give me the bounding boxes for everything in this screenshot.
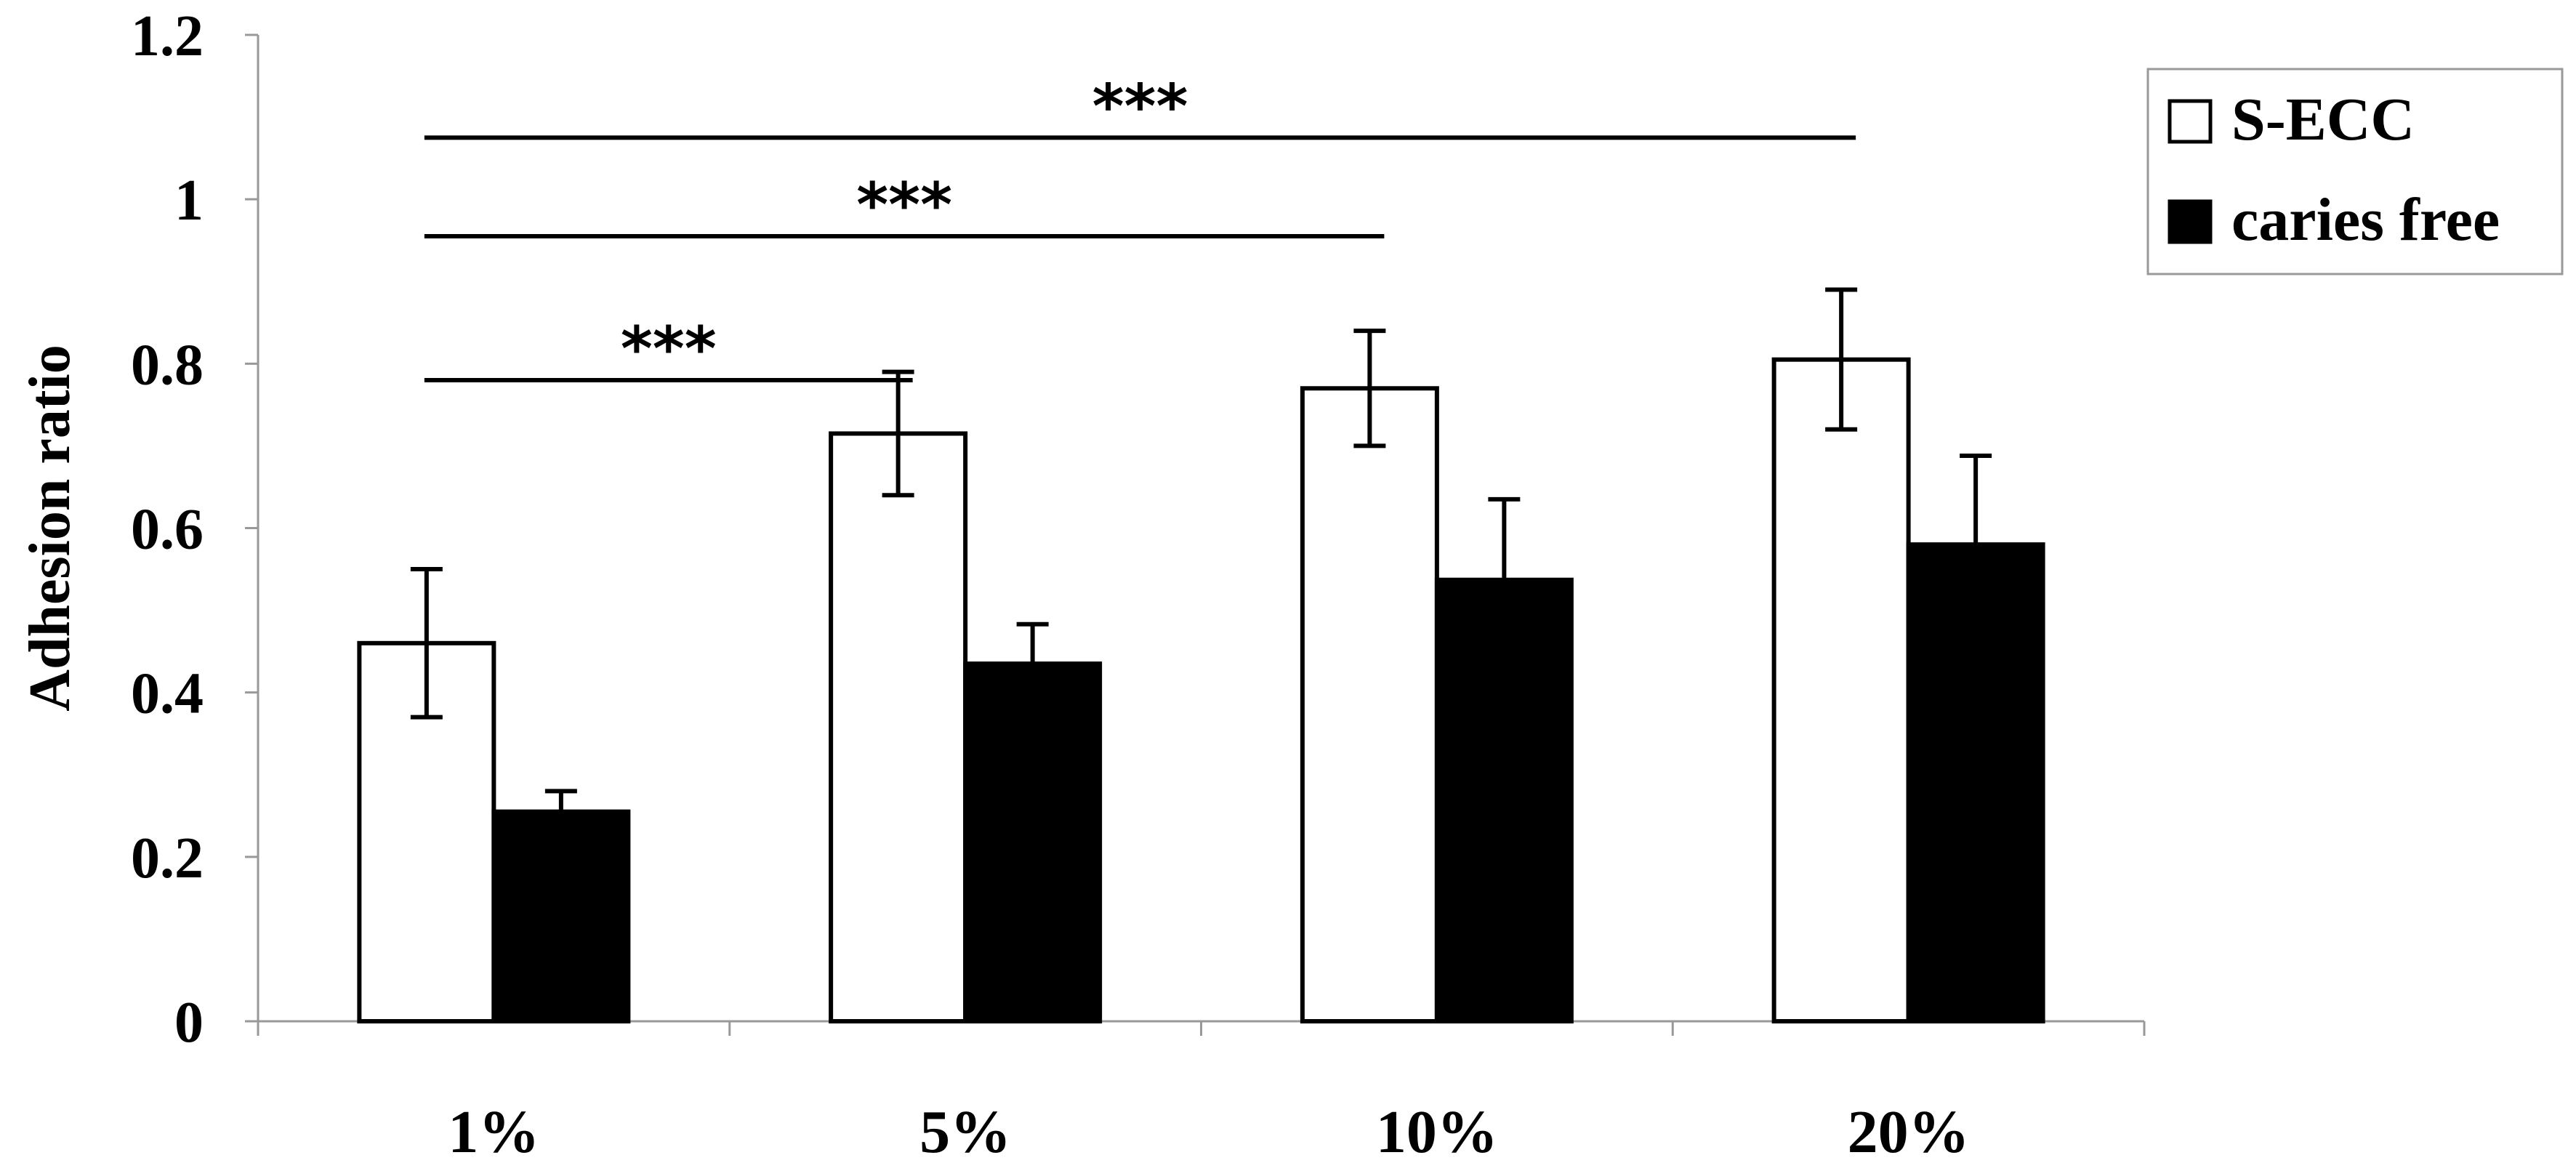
significance-label: *** (856, 169, 952, 241)
bar-caries-free (491, 809, 631, 1023)
y-tick-label: 0.4 (131, 662, 204, 726)
legend: S-ECC caries free (2146, 68, 2564, 275)
x-tick-label: 1% (448, 1098, 539, 1166)
significance-brackets: *** *** *** (424, 71, 1856, 385)
legend-swatch-s-ecc (2168, 99, 2213, 144)
bar-s-ecc (829, 431, 968, 1023)
x-tick-label: 10% (1376, 1098, 1498, 1166)
legend-label: caries free (2231, 186, 2500, 254)
x-tick-label: 20% (1848, 1098, 1970, 1166)
y-tick-label: 0.8 (131, 333, 204, 397)
y-tick-label: 1 (174, 169, 204, 233)
bars (357, 287, 2045, 1024)
bar-s-ecc (1300, 386, 1439, 1023)
axes: 0 0.2 0.4 0.6 0.8 1 1.2 1% 5% 10% 20% Adhesion rati… (18, 4, 2146, 1166)
legend-swatch-caries-free (2168, 199, 2213, 244)
y-tick-label: 0 (174, 991, 204, 1055)
y-tick-label: 0.6 (131, 498, 204, 562)
legend-box (2146, 68, 2564, 275)
x-tick-label: 5% (919, 1098, 1011, 1166)
legend-label: S-ECC (2231, 86, 2415, 153)
y-axis-label: Adhesion ratio (18, 345, 82, 712)
y-tick-label: 1.2 (131, 4, 204, 68)
bar-caries-free (963, 661, 1103, 1024)
y-tick-label: 0.2 (131, 826, 204, 890)
significance-label: *** (621, 313, 717, 385)
bar-s-ecc (1771, 357, 1911, 1024)
significance-label: *** (1092, 71, 1188, 142)
